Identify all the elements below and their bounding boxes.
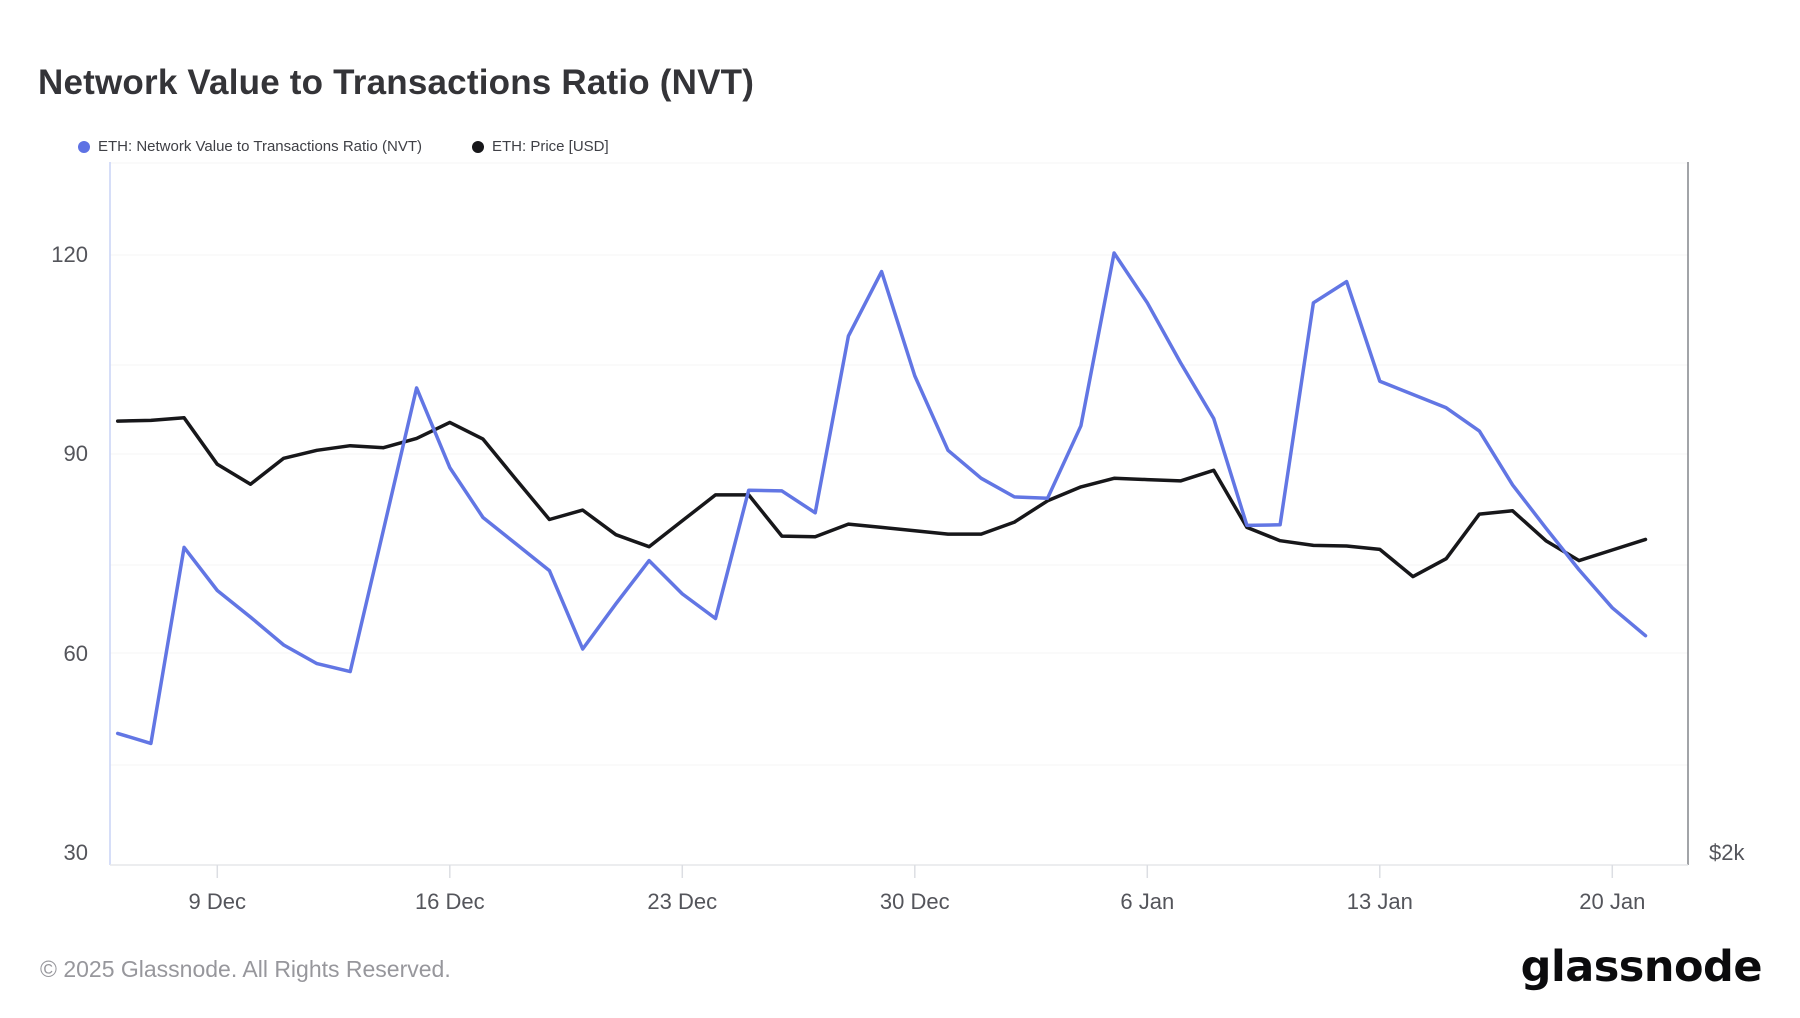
- legend-dot-icon: [78, 140, 90, 153]
- y-tick-label: 30: [63, 840, 88, 865]
- series-line-nvt: [115, 251, 1648, 746]
- x-tick-label: 9 Dec: [188, 889, 247, 914]
- x-tick-label: 6 Jan: [1120, 889, 1175, 914]
- legend-item-nvt[interactable]: ETH: Network Value to Transactions Ratio…: [78, 138, 422, 155]
- copyright-text: © 2025 Glassnode. All Rights Reserved.: [40, 956, 451, 982]
- y-tick-label: 120: [51, 242, 88, 267]
- page-title: Network Value to Transactions Ratio (NVT…: [38, 63, 755, 103]
- x-tick-label: 16 Dec: [414, 889, 485, 914]
- legend-item-label: ETH: Price [USD]: [492, 138, 609, 155]
- x-tick-label: 23 Dec: [647, 889, 718, 914]
- right-axis-tick-label: $2k: [1709, 840, 1745, 865]
- series-line-price: [115, 416, 1648, 579]
- y-tick-label: 90: [63, 441, 88, 467]
- x-tick-label: 13 Jan: [1346, 889, 1413, 914]
- legend-dot-icon: [472, 140, 484, 153]
- x-tick-label: 30 Dec: [879, 889, 950, 914]
- x-tick-label: 20 Jan: [1579, 889, 1646, 914]
- legend-item-label: ETH: Network Value to Transactions Ratio…: [98, 138, 422, 155]
- glassnode-logo: glassnode: [1520, 942, 1763, 992]
- y-tick-label: 60: [63, 640, 88, 666]
- legend-item-price[interactable]: ETH: Price [USD]: [472, 138, 609, 155]
- legend: ETH: Network Value to Transactions Ratio…: [78, 138, 609, 155]
